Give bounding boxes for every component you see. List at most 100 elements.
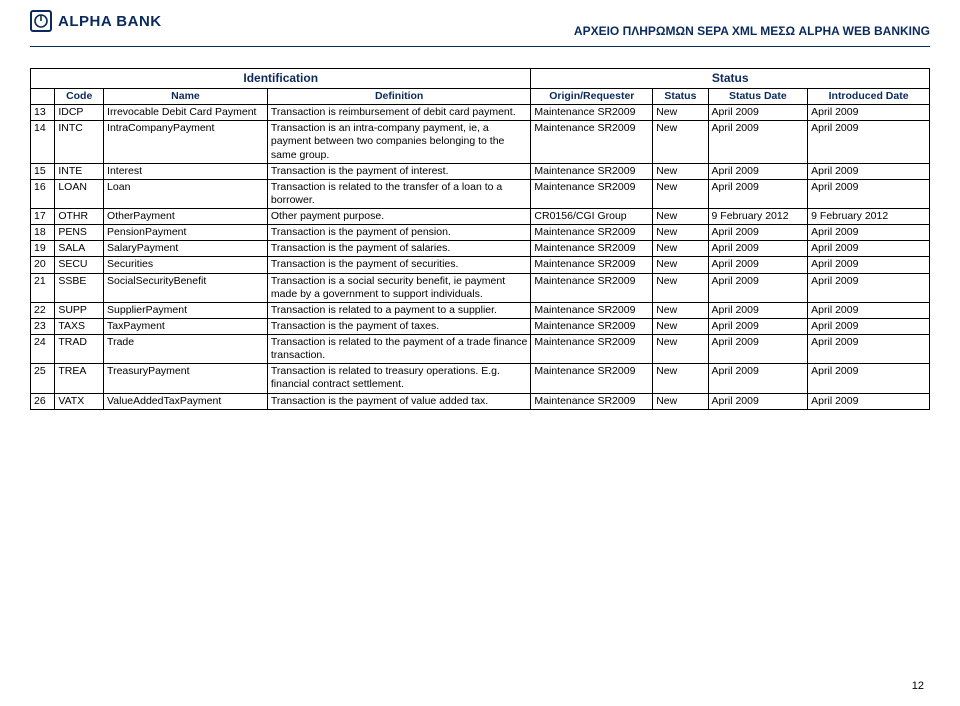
- col-header-origin: Origin/Requester: [531, 89, 653, 105]
- table-row: 22SUPPSupplierPaymentTransaction is rela…: [31, 302, 930, 318]
- cell-code: SUPP: [55, 302, 104, 318]
- cell-definition: Transaction is the payment of interest.: [267, 163, 531, 179]
- cell-definition: Transaction is an intra-company payment,…: [267, 121, 531, 163]
- table-row: 21SSBESocialSecurityBenefitTransaction i…: [31, 273, 930, 302]
- cell-status-date: April 2009: [708, 273, 808, 302]
- table-row: 15INTEInterestTransaction is the payment…: [31, 163, 930, 179]
- cell-introduced-date: April 2009: [808, 273, 930, 302]
- cell-code: PENS: [55, 225, 104, 241]
- group-header-status: Status: [531, 69, 930, 89]
- cell-definition: Other payment purpose.: [267, 209, 531, 225]
- cell-origin: Maintenance SR2009: [531, 225, 653, 241]
- cell-num: 21: [31, 273, 55, 302]
- cell-num: 26: [31, 393, 55, 409]
- cell-code: SECU: [55, 257, 104, 273]
- cell-name: TaxPayment: [104, 318, 268, 334]
- cell-num: 17: [31, 209, 55, 225]
- cell-code: TRAD: [55, 335, 104, 364]
- table-row: 16LOANLoanTransaction is related to the …: [31, 179, 930, 208]
- table-body: 13IDCPIrrevocable Debit Card PaymentTran…: [31, 105, 930, 410]
- cell-code: IDCP: [55, 105, 104, 121]
- cell-status-date: April 2009: [708, 302, 808, 318]
- cell-origin: Maintenance SR2009: [531, 393, 653, 409]
- cell-num: 18: [31, 225, 55, 241]
- cell-status-date: April 2009: [708, 163, 808, 179]
- cell-introduced-date: April 2009: [808, 163, 930, 179]
- cell-name: SocialSecurityBenefit: [104, 273, 268, 302]
- codes-table: Identification Status Code Name Definiti…: [30, 68, 930, 410]
- cell-status: New: [653, 393, 708, 409]
- cell-definition: Transaction is the payment of value adde…: [267, 393, 531, 409]
- cell-introduced-date: April 2009: [808, 225, 930, 241]
- cell-name: OtherPayment: [104, 209, 268, 225]
- cell-definition: Transaction is related to treasury opera…: [267, 364, 531, 393]
- cell-name: SalaryPayment: [104, 241, 268, 257]
- cell-name: PensionPayment: [104, 225, 268, 241]
- table-row: 23TAXSTaxPaymentTransaction is the payme…: [31, 318, 930, 334]
- cell-status: New: [653, 179, 708, 208]
- logo-block: ALPHA BANK: [30, 10, 162, 32]
- cell-status: New: [653, 335, 708, 364]
- cell-status: New: [653, 209, 708, 225]
- cell-introduced-date: April 2009: [808, 121, 930, 163]
- cell-introduced-date: April 2009: [808, 393, 930, 409]
- cell-origin: Maintenance SR2009: [531, 273, 653, 302]
- cell-status-date: April 2009: [708, 318, 808, 334]
- alpha-bank-logo-icon: [30, 10, 52, 32]
- cell-code: VATX: [55, 393, 104, 409]
- cell-status: New: [653, 121, 708, 163]
- cell-definition: Transaction is reimbursement of debit ca…: [267, 105, 531, 121]
- cell-origin: Maintenance SR2009: [531, 257, 653, 273]
- cell-code: OTHR: [55, 209, 104, 225]
- cell-status-date: April 2009: [708, 121, 808, 163]
- table-row: 17OTHROtherPaymentOther payment purpose.…: [31, 209, 930, 225]
- cell-num: 14: [31, 121, 55, 163]
- col-header-status-date: Status Date: [708, 89, 808, 105]
- cell-origin: Maintenance SR2009: [531, 179, 653, 208]
- cell-num: 15: [31, 163, 55, 179]
- cell-num: 16: [31, 179, 55, 208]
- cell-num: 13: [31, 105, 55, 121]
- col-header-status: Status: [653, 89, 708, 105]
- cell-status: New: [653, 273, 708, 302]
- cell-definition: Transaction is related to the payment of…: [267, 335, 531, 364]
- cell-status: New: [653, 105, 708, 121]
- cell-origin: Maintenance SR2009: [531, 241, 653, 257]
- col-header-introduced-date: Introduced Date: [808, 89, 930, 105]
- cell-introduced-date: April 2009: [808, 105, 930, 121]
- cell-introduced-date: April 2009: [808, 302, 930, 318]
- cell-name: Trade: [104, 335, 268, 364]
- page-header: ALPHA BANK ΑΡΧΕΙΟ ΠΛΗΡΩΜΩΝ SEPA XML ΜΕΣΩ…: [30, 10, 930, 38]
- cell-introduced-date: April 2009: [808, 179, 930, 208]
- cell-status: New: [653, 257, 708, 273]
- cell-status-date: April 2009: [708, 241, 808, 257]
- cell-code: SSBE: [55, 273, 104, 302]
- cell-status-date: April 2009: [708, 105, 808, 121]
- cell-status: New: [653, 225, 708, 241]
- cell-name: Securities: [104, 257, 268, 273]
- cell-name: Loan: [104, 179, 268, 208]
- col-header-code: Code: [55, 89, 104, 105]
- cell-definition: Transaction is the payment of salaries.: [267, 241, 531, 257]
- cell-name: Irrevocable Debit Card Payment: [104, 105, 268, 121]
- cell-definition: Transaction is the payment of securities…: [267, 257, 531, 273]
- col-header-num: [31, 89, 55, 105]
- table-column-header-row: Code Name Definition Origin/Requester St…: [31, 89, 930, 105]
- cell-definition: Transaction is a social security benefit…: [267, 273, 531, 302]
- cell-status: New: [653, 163, 708, 179]
- table-row: 18PENSPensionPaymentTransaction is the p…: [31, 225, 930, 241]
- cell-origin: Maintenance SR2009: [531, 364, 653, 393]
- cell-origin: Maintenance SR2009: [531, 105, 653, 121]
- cell-name: SupplierPayment: [104, 302, 268, 318]
- document-title-greek: ΑΡΧΕΙΟ ΠΛΗΡΩΜΩΝ SEPA XML ΜΕΣΩ ALPHA WEB …: [574, 24, 930, 38]
- cell-code: TREA: [55, 364, 104, 393]
- cell-definition: Transaction is the payment of pension.: [267, 225, 531, 241]
- cell-introduced-date: April 2009: [808, 257, 930, 273]
- page-number: 12: [912, 680, 924, 692]
- cell-num: 24: [31, 335, 55, 364]
- group-header-identification: Identification: [31, 69, 531, 89]
- cell-introduced-date: April 2009: [808, 335, 930, 364]
- table-row: 26VATXValueAddedTaxPaymentTransaction is…: [31, 393, 930, 409]
- cell-num: 19: [31, 241, 55, 257]
- cell-introduced-date: 9 February 2012: [808, 209, 930, 225]
